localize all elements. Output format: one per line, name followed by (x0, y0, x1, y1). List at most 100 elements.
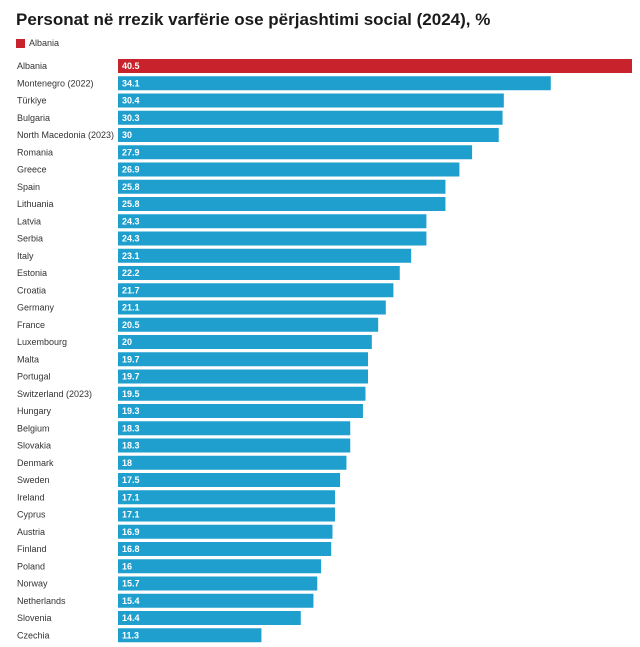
category-label-slovenia: Slovenia (17, 613, 52, 623)
category-label-north-macedonia-2023: North Macedonia (2023) (17, 130, 114, 140)
value-label-switzerland-2023: 19.5 (122, 389, 140, 399)
bar-austria (118, 524, 333, 539)
category-label-spain: Spain (17, 182, 40, 192)
bar-cyprus (118, 507, 336, 522)
bar-serbia (118, 231, 427, 246)
value-label-czechia: 11.3 (122, 630, 139, 640)
category-label-sweden: Sweden (17, 475, 50, 485)
bar-czechia (118, 628, 262, 643)
value-label-netherlands: 15.4 (122, 596, 140, 606)
category-label-germany: Germany (17, 303, 55, 313)
value-label-hungary: 19.3 (122, 406, 140, 416)
bar-finland (118, 542, 332, 556)
value-label-t-rkiye: 30.4 (122, 96, 140, 106)
value-label-slovenia: 14.4 (122, 613, 140, 623)
category-label-poland: Poland (17, 561, 45, 571)
category-label-norway: Norway (17, 579, 48, 589)
bar-germany (118, 300, 386, 315)
category-label-ireland: Ireland (17, 492, 45, 502)
category-label-albania: Albania (17, 61, 47, 71)
value-label-malta: 19.7 (122, 354, 140, 364)
bar-luxembourg (118, 335, 372, 349)
bar-lithuania (118, 197, 446, 211)
category-label-serbia: Serbia (17, 234, 43, 244)
category-label-portugal: Portugal (17, 372, 51, 382)
bar-malta (118, 352, 369, 367)
chart-title: Personat në rrezik varfërie ose përjasht… (16, 10, 491, 29)
category-label-greece: Greece (17, 165, 47, 175)
category-label-czechia: Czechia (17, 630, 50, 640)
category-label-netherlands: Netherlands (17, 596, 66, 606)
value-label-france: 20.5 (122, 320, 140, 330)
bar-norway (118, 576, 318, 591)
value-label-denmark: 18 (122, 458, 132, 468)
category-label-hungary: Hungary (17, 406, 52, 416)
value-label-cyprus: 17.1 (122, 510, 140, 520)
category-label-bulgaria: Bulgaria (17, 113, 50, 123)
value-label-north-macedonia-2023: 30 (122, 130, 132, 140)
bar-t-rkiye (118, 93, 504, 108)
bar-sweden (118, 473, 341, 487)
bar-france (118, 317, 379, 332)
value-label-bulgaria: 30.3 (122, 113, 140, 123)
value-label-belgium: 18.3 (122, 423, 140, 433)
category-label-italy: Italy (17, 251, 34, 261)
value-label-ireland: 17.1 (122, 492, 140, 502)
bar-denmark (118, 455, 347, 470)
category-label-romania: Romania (17, 147, 53, 157)
value-label-portugal: 19.7 (122, 372, 140, 382)
value-label-latvia: 24.3 (122, 216, 140, 226)
category-label-austria: Austria (17, 527, 45, 537)
category-label-latvia: Latvia (17, 216, 41, 226)
bar-greece (118, 162, 460, 177)
value-label-croatia: 21.7 (122, 285, 140, 295)
category-label-t-rkiye: Türkiye (17, 96, 47, 106)
bar-estonia (118, 266, 400, 280)
category-label-switzerland-2023: Switzerland (2023) (17, 389, 92, 399)
legend-label-albania: Albania (29, 38, 60, 48)
bar-montenegro-2022 (118, 76, 551, 91)
category-label-montenegro-2022: Montenegro (2022) (17, 78, 94, 88)
value-label-serbia: 24.3 (122, 234, 140, 244)
value-label-norway: 15.7 (122, 579, 140, 589)
bar-bulgaria (118, 110, 503, 125)
category-label-slovakia: Slovakia (17, 441, 51, 451)
bar-latvia (118, 214, 427, 229)
category-label-luxembourg: Luxembourg (17, 337, 67, 347)
category-label-france: France (17, 320, 45, 330)
bar-north-macedonia-2023 (118, 128, 499, 142)
bar-hungary (118, 404, 363, 418)
bar-slovenia (118, 611, 301, 625)
category-label-belgium: Belgium (17, 423, 50, 433)
bar-albania (118, 59, 632, 73)
value-label-montenegro-2022: 34.1 (122, 78, 140, 88)
bar-switzerland-2023 (118, 386, 366, 401)
value-label-germany: 21.1 (122, 303, 140, 313)
value-label-estonia: 22.2 (122, 268, 140, 278)
legend-swatch-albania (16, 38, 25, 48)
value-label-finland: 16.8 (122, 544, 140, 554)
category-label-denmark: Denmark (17, 458, 54, 468)
category-label-finland: Finland (17, 544, 47, 554)
category-label-croatia: Croatia (17, 285, 46, 295)
bar-ireland (118, 490, 336, 505)
value-label-albania: 40.5 (122, 61, 140, 71)
bar-romania (118, 145, 473, 160)
bar-italy (118, 248, 412, 263)
value-label-greece: 26.9 (122, 165, 140, 175)
category-label-lithuania: Lithuania (17, 199, 54, 209)
value-label-italy: 23.1 (122, 251, 140, 261)
value-label-romania: 27.9 (122, 147, 140, 157)
bar-netherlands (118, 593, 314, 608)
value-label-lithuania: 25.8 (122, 199, 140, 209)
value-label-spain: 25.8 (122, 182, 140, 192)
bar-poland (118, 559, 322, 574)
bar-spain (118, 179, 446, 194)
value-label-poland: 16 (122, 561, 132, 571)
bar-slovakia (118, 438, 351, 453)
bar-belgium (118, 421, 351, 436)
bar-croatia (118, 283, 394, 298)
value-label-sweden: 17.5 (122, 475, 140, 485)
category-label-cyprus: Cyprus (17, 510, 46, 520)
